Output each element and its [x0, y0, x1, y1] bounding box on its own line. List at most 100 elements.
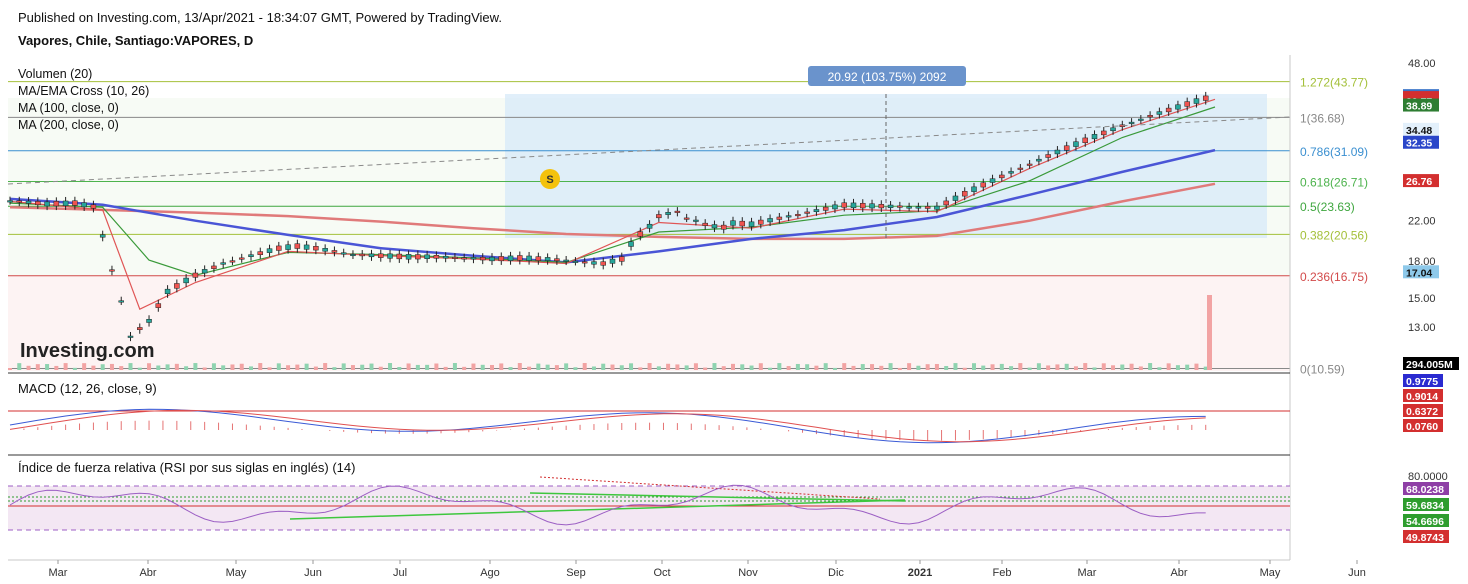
x-tick-label: May [1260, 567, 1281, 579]
candle-body [813, 209, 820, 213]
volume-bar [712, 363, 717, 370]
fib-label: 0(10.59) [1300, 362, 1345, 376]
candle-body [1008, 171, 1014, 174]
fib-label: 0.786(31.09) [1300, 145, 1368, 159]
volume-bar [490, 364, 494, 370]
volume-bar [1101, 363, 1106, 370]
candle-body [127, 335, 134, 338]
candle-body [16, 200, 23, 203]
volume-bar [786, 366, 791, 370]
candle-body [795, 214, 801, 217]
volume-bar [35, 364, 40, 370]
volume-bar [897, 367, 902, 370]
x-tick-label: Oct [653, 567, 670, 579]
candle-body [887, 204, 894, 208]
macd-badge-label: 0.0760 [1406, 421, 1438, 433]
volume-bar [851, 365, 856, 370]
volume-bar [842, 363, 847, 370]
volume-bar [388, 363, 393, 370]
candle-body [350, 254, 356, 257]
candle-body [72, 200, 78, 206]
candle-body [109, 269, 115, 272]
volume-bar [981, 365, 986, 370]
candle-body [739, 220, 746, 227]
volume-bar [1009, 366, 1014, 370]
volume-bar [147, 363, 152, 370]
volume-bar [434, 363, 439, 370]
candle-body [1017, 167, 1024, 170]
volume-bar [1055, 364, 1060, 370]
candle-body [294, 243, 301, 249]
volume-bar [295, 364, 300, 370]
candle-body [248, 254, 254, 257]
y-tick-label: 18.00 [1408, 256, 1436, 268]
candle-body [146, 319, 152, 323]
split-marker[interactable] [540, 169, 560, 189]
candle-body [1156, 111, 1163, 115]
volume-bar [554, 365, 559, 370]
volume-bar [638, 367, 643, 370]
candle-body [90, 204, 97, 209]
y-tick-label: 15.00 [1408, 293, 1436, 305]
volume-bar [619, 365, 624, 370]
x-tick-label: Jun [304, 567, 322, 579]
volume-bar [1194, 363, 1199, 370]
candle-body [433, 255, 440, 259]
rsi-badge-label: 54.6696 [1406, 516, 1444, 528]
legend: Volumen (20) MA/EMA Cross (10, 26) MA (100… [18, 67, 149, 132]
candle-body [841, 202, 847, 208]
candle-body [303, 244, 310, 250]
fib-label: 0.5(23.63) [1300, 200, 1355, 214]
volume-bar [962, 367, 967, 370]
legend-item: MA (100, close, 0) [18, 101, 119, 115]
candles [7, 91, 1209, 342]
x-tick-label: 2021 [908, 567, 932, 579]
macd-lines [9, 408, 1207, 444]
candle-body [572, 260, 579, 263]
candle-body [415, 254, 421, 260]
x-tick-label: May [226, 567, 247, 579]
macd-badge-label: 0.6372 [1406, 406, 1438, 418]
candle-body [711, 224, 718, 229]
volume-bar [564, 363, 569, 370]
volume-bar [193, 363, 198, 370]
fib-labels: 1.272(43.77) 1(36.68) 0.786(31.09) 0.618(26… [1300, 76, 1368, 377]
candle-body [396, 253, 403, 260]
volume-bar [777, 363, 782, 370]
volume-bar [360, 364, 365, 370]
volume-bar [45, 364, 50, 370]
volume-bar [693, 363, 698, 370]
trend-line [7, 116, 1291, 185]
volume-bar [350, 365, 355, 370]
candle-body [665, 212, 671, 215]
candle-body [702, 222, 708, 226]
volume-bar [82, 363, 87, 370]
candle-body [1091, 134, 1098, 140]
candle-body [442, 255, 449, 259]
y-tick-label: 22.00 [1408, 216, 1436, 228]
y-tick-label: 48.00 [1408, 58, 1436, 70]
volume-bar [907, 363, 912, 370]
candle-body [1110, 127, 1116, 132]
volume-bar [1064, 363, 1069, 370]
volume-bar [323, 363, 328, 370]
volume-bar [415, 364, 420, 370]
rsi-badge [1403, 498, 1449, 511]
macd-badges: 0.9775 0.9014 0.6372 0.0760 [1403, 374, 1443, 433]
x-tick-label: Abr [1170, 567, 1187, 579]
price-badge [1403, 265, 1439, 279]
rsi-badges: 68.0238 59.6834 54.6696 49.8743 [1403, 482, 1449, 544]
volume-bar [990, 364, 995, 370]
candle-body [155, 303, 162, 308]
candle-body [980, 182, 987, 188]
candle-body [952, 195, 959, 201]
candle-body [1128, 121, 1135, 124]
candle-body [507, 255, 514, 261]
volume-bar [999, 363, 1004, 370]
volume-bar [91, 365, 96, 370]
volume-bar [425, 364, 430, 370]
volume-bar [443, 366, 448, 370]
volume-bar [703, 367, 708, 370]
candle-body [229, 260, 236, 263]
